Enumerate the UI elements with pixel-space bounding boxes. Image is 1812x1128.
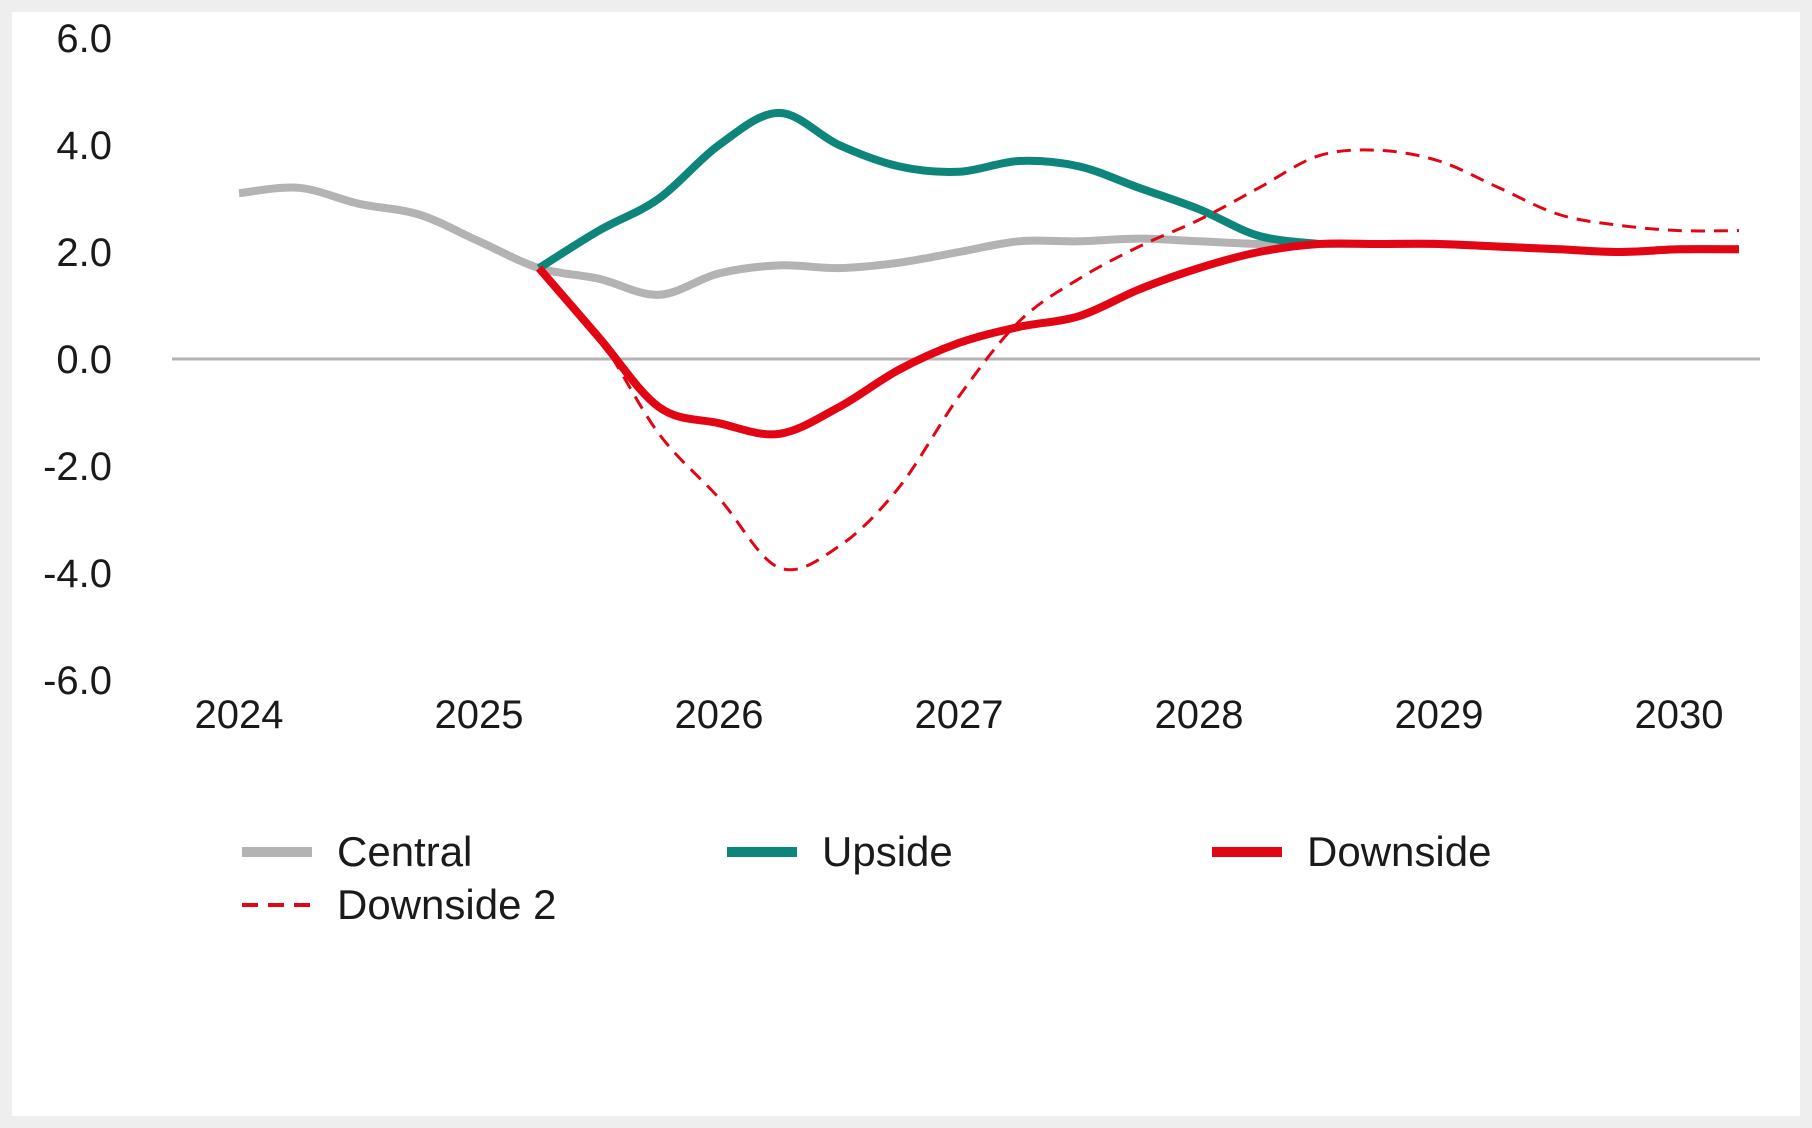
y-tick-label: -2.0 bbox=[43, 445, 112, 489]
series-line-downside bbox=[535, 239, 1740, 439]
y-tick-label: 2.0 bbox=[56, 231, 112, 275]
y-tick-label: -6.0 bbox=[43, 659, 112, 703]
y-tick-label: 4.0 bbox=[56, 124, 112, 168]
series-line-central bbox=[238, 183, 1740, 299]
line-chart: 6.04.02.00.0-2.0-4.0-6.0 2024 2025 2026 202… bbox=[43, 17, 1760, 928]
x-tick-label: 2030 bbox=[1635, 693, 1724, 737]
x-axis-ticks: 2024 2025 2026 2027 2028 2029 2030 bbox=[195, 693, 1724, 737]
legend: Central Upside Downside Downside 2 bbox=[242, 828, 1491, 928]
y-axis-ticks: 6.0 4.0 2.0 0.0 -2.0 -4.0 -6.0 bbox=[43, 17, 112, 703]
legend-label-upside: Upside bbox=[822, 828, 953, 875]
series-line-downside-2 bbox=[537, 148, 1740, 572]
legend-label-central: Central bbox=[337, 828, 472, 875]
x-tick-label: 2024 bbox=[195, 693, 284, 737]
y-tick-label: -4.0 bbox=[43, 552, 112, 596]
x-tick-label: 2029 bbox=[1395, 693, 1484, 737]
chart-frame: 6.0 4.0 2.0 0.0 -2.0 -4.0 -6.0 2024 2025 2026 202… bbox=[12, 12, 1800, 1116]
x-tick-label: 2026 bbox=[675, 693, 764, 737]
x-tick-label: 2027 bbox=[915, 693, 1004, 737]
x-tick-label: 2025 bbox=[435, 693, 524, 737]
series-line-upside bbox=[536, 108, 1320, 272]
x-tick-label: 2028 bbox=[1155, 693, 1244, 737]
legend-label-downside-2: Downside 2 bbox=[337, 881, 556, 928]
y-tick-label: 0.0 bbox=[56, 338, 112, 382]
y-tick-label: 6.0 bbox=[56, 17, 112, 61]
series-layer bbox=[238, 108, 1740, 572]
legend-label-downside: Downside bbox=[1307, 828, 1491, 875]
